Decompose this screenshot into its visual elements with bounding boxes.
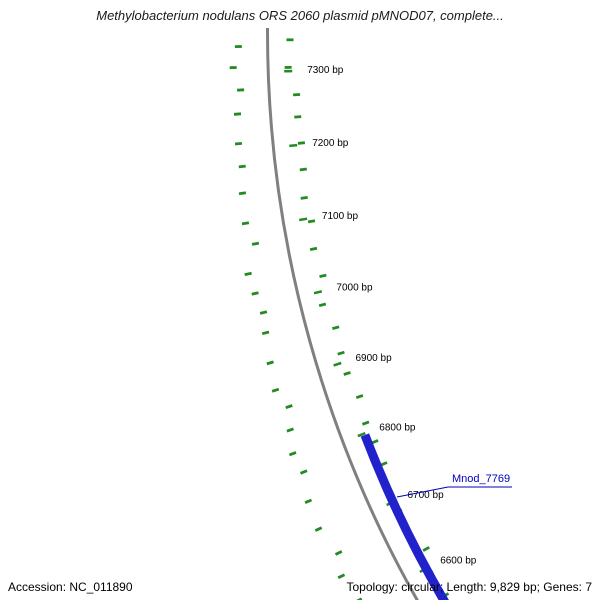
inner-feature-dash: [309, 246, 318, 251]
ruler-tick-label: 7200 bp: [312, 138, 349, 149]
outer-feature-dash: [314, 526, 323, 532]
gene-label-leader: [396, 486, 512, 498]
topology-text: Topology: circular; Length: 9,829 bp; Ge…: [346, 580, 593, 594]
ruler-tick-label: 6700 bp: [408, 490, 445, 501]
outer-feature-dash: [251, 241, 260, 246]
outer-feature-dash: [244, 271, 252, 276]
inner-feature-dash: [297, 141, 306, 145]
inner-feature-dash: [337, 350, 345, 356]
inner-feature-dash: [318, 302, 327, 308]
outer-feature-dash: [304, 498, 313, 504]
outer-feature-dash: [238, 164, 246, 169]
outer-feature-dash: [337, 573, 346, 580]
outer-feature-dash: [259, 310, 268, 315]
inner-feature-dash: [307, 219, 316, 224]
ruler-tick-label: 6900 bp: [356, 353, 393, 364]
outer-feature-dash: [238, 191, 247, 196]
ruler-tick: [357, 432, 366, 438]
ruler-tick: [313, 290, 323, 295]
status-bar: Accession: NC_011890 Topology: circular;…: [8, 580, 592, 594]
outer-feature-dash: [286, 427, 294, 433]
outer-feature-dash: [251, 291, 259, 296]
outer-feature-dash: [261, 330, 270, 336]
ruler-tick: [298, 217, 308, 222]
inner-feature-dash: [380, 461, 388, 467]
outer-feature-dash: [271, 387, 280, 393]
outer-feature-dash: [266, 360, 274, 366]
map-title: Methylobacterium nodulans ORS 2060 plasm…: [96, 8, 504, 23]
outer-feature-dash: [241, 221, 250, 226]
gene-label[interactable]: Mnod_7769: [452, 473, 510, 485]
ruler-tick-label: 7100 bp: [322, 211, 359, 222]
inner-feature-dash: [332, 325, 340, 330]
outer-feature-dash: [334, 550, 343, 556]
inner-feature-dash: [319, 273, 327, 278]
gene-arc[interactable]: [360, 433, 449, 600]
ruler-tick: [333, 361, 342, 367]
outer-feature-dash: [233, 112, 242, 116]
plasmid-backbone-arc: [265, 27, 419, 600]
ruler-tick-label: 6800 bp: [379, 423, 416, 434]
inner-feature-dash: [355, 394, 364, 400]
accession-text: Accession: NC_011890: [8, 580, 133, 594]
outer-feature-dash: [234, 142, 243, 146]
ruler-tick: [289, 143, 298, 148]
inner-feature-dash: [371, 439, 379, 445]
outer-feature-dash: [299, 469, 308, 475]
outer-feature-dash: [288, 451, 297, 457]
inner-feature-dash: [422, 546, 430, 552]
ruler-tick-label: 7300 bp: [307, 65, 344, 76]
outer-feature-dash: [285, 404, 293, 410]
inner-feature-dash: [343, 371, 351, 376]
inner-feature-dash: [300, 196, 308, 200]
inner-feature-dash: [361, 420, 370, 426]
ruler-tick-label: 7000 bp: [336, 283, 373, 294]
outer-feature-dash: [356, 597, 363, 600]
ruler-tick-label: 6600 bp: [440, 556, 477, 567]
inner-feature-dash: [294, 115, 302, 119]
inner-feature-dash: [299, 167, 307, 172]
